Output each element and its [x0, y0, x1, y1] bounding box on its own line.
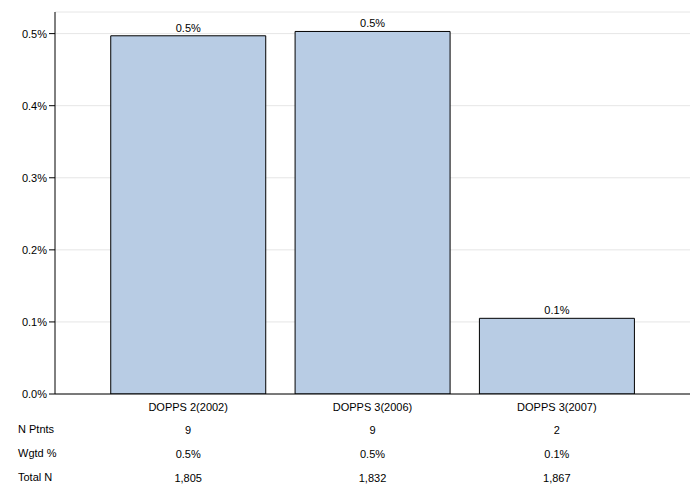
svg-text:0.5%: 0.5% [360, 448, 385, 460]
html-text:N Ptnts: N Ptnts [18, 423, 55, 435]
svg-text:9: 9 [369, 424, 375, 436]
svg-text:DOPPS 2(2002): DOPPS 2(2002) [148, 401, 227, 413]
svg-text:DOPPS 3(2006): DOPPS 3(2006) [333, 401, 412, 413]
svg-text:9: 9 [185, 424, 191, 436]
svg-text:0.1%: 0.1% [22, 316, 47, 328]
svg-text:0.0%: 0.0% [22, 388, 47, 400]
html-text:Total N: Total N [18, 471, 53, 483]
svg-text:0.3%: 0.3% [22, 172, 47, 184]
svg-text:2: 2 [554, 424, 560, 436]
svg-text:1,832: 1,832 [359, 472, 387, 484]
svg-text:0.2%: 0.2% [22, 244, 47, 256]
svg-text:1,805: 1,805 [174, 472, 202, 484]
svg-text:0.5%: 0.5% [176, 22, 201, 34]
html-text:Wgtd %: Wgtd % [18, 447, 57, 459]
svg-text:0.5%: 0.5% [22, 28, 47, 40]
svg-text:0.5%: 0.5% [360, 17, 385, 29]
svg-text:0.1%: 0.1% [544, 304, 569, 316]
svg-text:0.4%: 0.4% [22, 100, 47, 112]
svg-text:0.1%: 0.1% [544, 448, 569, 460]
svg-text:0.5%: 0.5% [176, 448, 201, 460]
svg-text:DOPPS 3(2007): DOPPS 3(2007) [517, 401, 596, 413]
svg-text:1,867: 1,867 [543, 472, 571, 484]
